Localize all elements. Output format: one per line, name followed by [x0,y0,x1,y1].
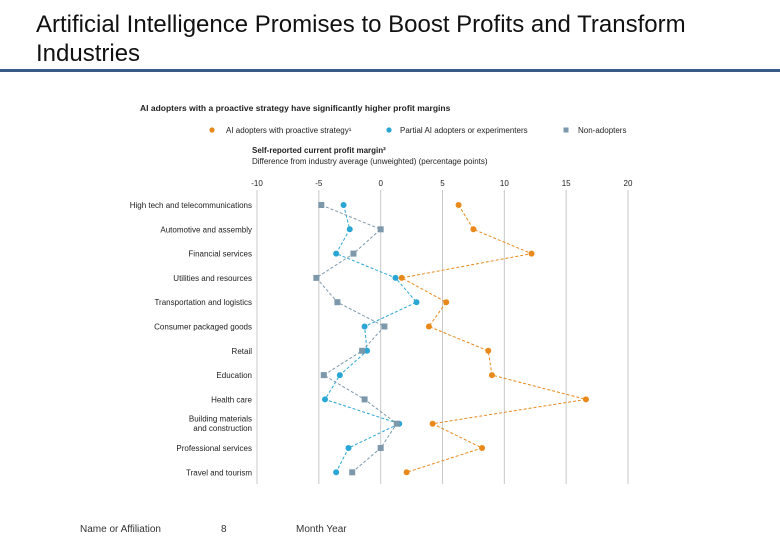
data-point [333,250,340,257]
data-point [429,420,436,427]
category-label: Education [216,371,252,380]
x-tick-label: 20 [624,179,633,188]
x-tick-label: 10 [500,179,509,188]
chart-title: AI adopters with a proactive strategy ha… [140,103,451,113]
data-point [361,323,368,330]
data-point [313,274,320,281]
data-point [361,396,368,403]
data-point [318,202,325,208]
data-point [320,372,327,379]
legend-marker-partial [386,127,392,133]
data-point [364,347,371,354]
data-point [346,226,353,233]
series-0 [398,202,589,476]
title-divider [0,69,780,72]
series-2 [313,202,400,476]
data-point [413,299,420,306]
category-label: Transportation and logistics [154,298,252,307]
data-point [345,445,352,451]
data-point [349,469,356,476]
data-point [470,226,477,233]
category-label: Health care [211,395,252,404]
data-point [488,372,495,379]
legend-label-partial: Partial AI adopters or experimenters [400,126,528,135]
legend-label-nonadopter: Non-adopters [578,126,626,135]
data-point [403,469,410,476]
data-point [582,396,589,403]
x-tick-label: -10 [251,179,263,188]
gridlines [256,190,629,484]
category-label: Consumer packaged goods [154,323,252,332]
x-tick-label: -5 [315,179,323,188]
category-label: Travel and tourism [186,468,252,477]
data-point [334,299,341,306]
data-point [377,445,384,451]
category-label: High tech and telecommunications [130,201,252,210]
data-point [485,347,492,354]
category-label: Automotive and assembly [160,225,252,234]
category-label: Financial services [188,250,252,259]
legend: AI adopters with proactive strategy¹ Par… [209,126,626,135]
data-point [443,299,450,306]
x-tick-label: 15 [562,179,571,188]
data-point [528,250,535,257]
data-point [479,445,486,451]
data-point [381,323,388,330]
data-point [333,469,340,476]
x-tick-label: 5 [440,179,445,188]
data-point [340,202,347,208]
data-point [393,420,400,427]
category-labels: High tech and telecommunications Automoti… [130,201,253,477]
x-axis-label: Difference from industry average (unweig… [252,157,488,166]
category-label: Retail [232,347,253,356]
category-label: Building materials and construction [189,415,252,434]
category-label: Utilities and resources [173,274,252,283]
chart-subtitle: Self-reported current profit margin² [252,146,386,155]
series-1 [322,202,420,476]
footer-page-number: 8 [221,524,227,535]
legend-marker-proactive [209,127,215,133]
data-point [398,274,405,281]
data-point [350,250,357,257]
data-point [336,372,343,379]
data-point [377,226,384,233]
data-point [359,347,366,354]
series-line [315,204,398,473]
series-line [324,204,418,473]
x-tick-label: 0 [378,179,383,188]
footer-date: Month Year [296,524,347,535]
category-label: Professional services [176,444,252,453]
series-layer [313,202,589,476]
legend-marker-nonadopter [563,127,569,133]
data-point [392,274,399,281]
slide-title: Artificial Intelligence Promises to Boos… [36,11,686,67]
data-point [425,323,432,330]
x-tick-labels: -10 -5 0 5 10 15 20 [251,179,633,188]
series-line [400,204,587,473]
data-point [455,202,462,208]
data-point [322,396,329,403]
legend-label-proactive: AI adopters with proactive strategy¹ [226,126,352,135]
footer-affiliation: Name or Affiliation [80,524,161,535]
